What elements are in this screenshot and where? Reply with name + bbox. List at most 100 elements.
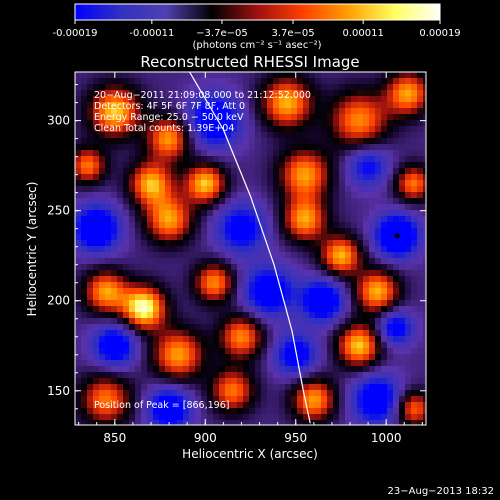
heatmap-cell <box>111 138 118 145</box>
heatmap-cell <box>159 312 166 319</box>
heatmap-cell <box>369 192 376 199</box>
heatmap-cell <box>111 396 118 403</box>
heatmap-cell <box>225 252 232 259</box>
heatmap-cell <box>237 414 244 421</box>
heatmap-cell <box>369 90 376 97</box>
heatmap-cell <box>261 306 268 313</box>
heatmap-cell <box>189 384 196 391</box>
heatmap-cell <box>357 300 364 307</box>
heatmap-cell <box>369 276 376 283</box>
heatmap-cell <box>129 306 136 313</box>
heatmap-cell <box>303 396 310 403</box>
heatmap-cell <box>297 408 304 415</box>
heatmap-cell <box>315 240 322 247</box>
heatmap-cell <box>255 384 262 391</box>
heatmap-cell <box>207 288 214 295</box>
heatmap-cell <box>171 300 178 307</box>
heatmap-cell <box>231 120 238 127</box>
heatmap-cell <box>123 108 130 115</box>
heatmap-cell <box>87 186 94 193</box>
heatmap-cell <box>309 324 316 331</box>
heatmap-cell <box>135 318 142 325</box>
heatmap-cell <box>183 300 190 307</box>
heatmap-cell <box>417 174 424 181</box>
heatmap-cell <box>345 306 352 313</box>
heatmap-cell <box>75 270 82 277</box>
heatmap-cell <box>123 288 130 295</box>
heatmap-cell <box>129 114 136 121</box>
heatmap-cell <box>333 324 340 331</box>
heatmap-cell <box>177 306 184 313</box>
heatmap-cell <box>171 246 178 253</box>
heatmap-cell <box>315 204 322 211</box>
heatmap-cell <box>171 120 178 127</box>
heatmap-cell <box>201 138 208 145</box>
heatmap-cell <box>183 360 190 367</box>
heatmap-cell <box>351 252 358 259</box>
heatmap-cell <box>363 390 370 397</box>
heatmap-cell <box>219 168 226 175</box>
heatmap-cell <box>153 120 160 127</box>
heatmap-cell <box>99 144 106 151</box>
heatmap-cell <box>117 150 124 157</box>
heatmap-cell <box>381 168 388 175</box>
heatmap-cell <box>387 84 394 91</box>
heatmap-cell <box>405 150 412 157</box>
heatmap-cell <box>309 372 316 379</box>
heatmap-cell <box>177 228 184 235</box>
heatmap-cell <box>261 192 268 199</box>
heatmap-cell <box>213 396 220 403</box>
heatmap-cell <box>273 78 280 85</box>
heatmap-cell <box>411 360 418 367</box>
heatmap-cell <box>363 120 370 127</box>
heatmap-cell <box>81 336 88 343</box>
heatmap-cell <box>219 204 226 211</box>
heatmap-cell <box>309 408 316 415</box>
heatmap-cell <box>111 228 118 235</box>
heatmap-cell <box>111 282 118 289</box>
heatmap-cell <box>195 222 202 229</box>
heatmap-cell <box>339 288 346 295</box>
heatmap-cell <box>297 276 304 283</box>
heatmap-cell <box>393 384 400 391</box>
heatmap-cell <box>81 408 88 415</box>
heatmap-cell <box>279 96 286 103</box>
heatmap-cell <box>237 372 244 379</box>
heatmap-cell <box>225 150 232 157</box>
heatmap-cell <box>387 366 394 373</box>
heatmap-cell <box>99 342 106 349</box>
heatmap-cell <box>81 294 88 301</box>
heatmap-cell <box>273 330 280 337</box>
heatmap-cell <box>147 348 154 355</box>
heatmap-cell <box>303 336 310 343</box>
heatmap-cell <box>393 318 400 325</box>
heatmap-cell <box>339 264 346 271</box>
heatmap-cell <box>219 384 226 391</box>
heatmap-cell <box>177 84 184 91</box>
heatmap-cell <box>75 204 82 211</box>
heatmap-cell <box>417 240 424 247</box>
heatmap-cell <box>393 330 400 337</box>
heatmap-cell <box>87 222 94 229</box>
heatmap-cell <box>363 90 370 97</box>
heatmap-cell <box>117 264 124 271</box>
heatmap-cell <box>153 276 160 283</box>
heatmap-cell <box>297 72 304 79</box>
heatmap-cell <box>135 264 142 271</box>
heatmap-cell <box>399 384 406 391</box>
heatmap-cell <box>171 138 178 145</box>
heatmap-cell <box>243 192 250 199</box>
heatmap-cell <box>345 300 352 307</box>
heatmap-cell <box>339 210 346 217</box>
heatmap-cell <box>261 198 268 205</box>
heatmap-cell <box>123 84 130 91</box>
heatmap-cell <box>171 390 178 397</box>
heatmap-cell <box>147 330 154 337</box>
heatmap-cell <box>393 132 400 139</box>
heatmap-cell <box>165 204 172 211</box>
heatmap-cell <box>225 180 232 187</box>
heatmap-cell <box>201 126 208 133</box>
heatmap-cell <box>279 354 286 361</box>
heatmap-cell <box>111 192 118 199</box>
heatmap-cell <box>93 180 100 187</box>
